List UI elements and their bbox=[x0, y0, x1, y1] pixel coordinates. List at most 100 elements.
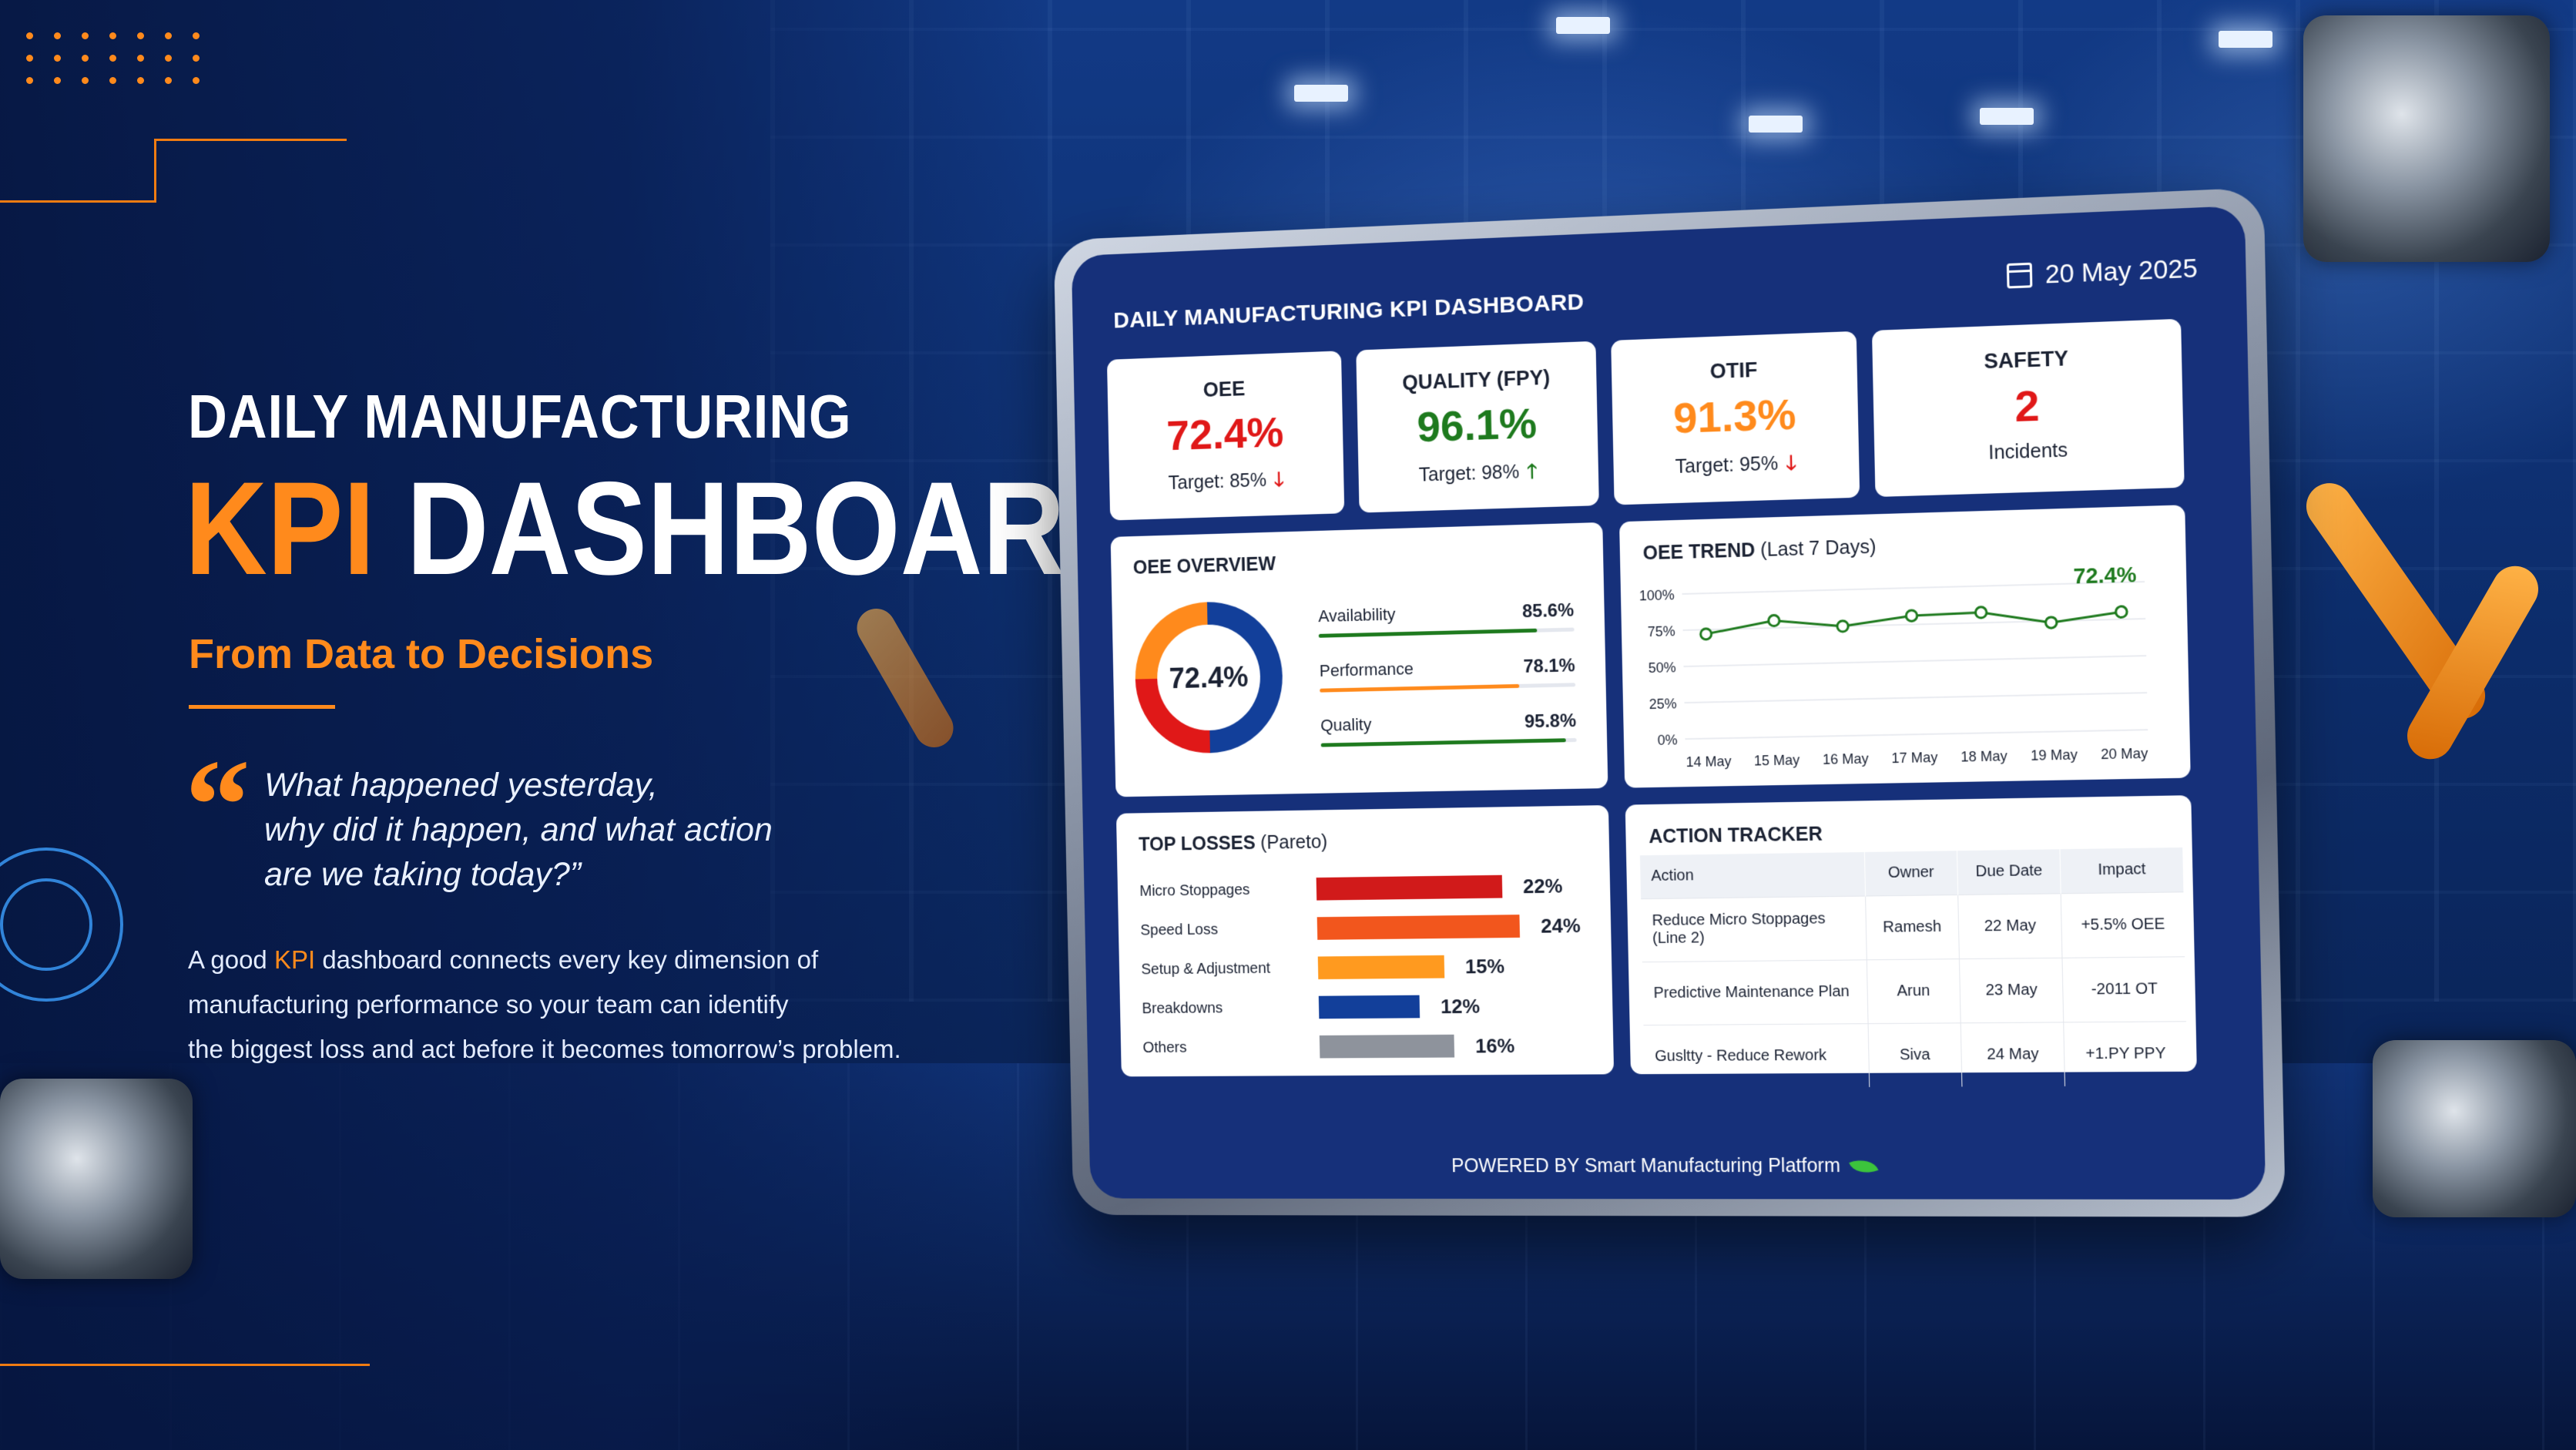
column-header[interactable]: Impact bbox=[2060, 847, 2184, 894]
x-tick-label: 17 May bbox=[1891, 750, 1938, 767]
metric-track bbox=[1318, 627, 1575, 638]
kpi-title: OTIF bbox=[1709, 357, 1758, 384]
pareto-value: 24% bbox=[1540, 913, 1581, 938]
pareto-row: Speed Loss 24% bbox=[1140, 911, 1596, 944]
ceiling-light bbox=[1556, 17, 1610, 34]
leaf-icon bbox=[1849, 1153, 1879, 1179]
pareto-row: Micro Stoppages 22% bbox=[1139, 871, 1595, 905]
pareto-bar bbox=[1317, 915, 1521, 940]
powered-by-footer: POWERED BY Smart Manufacturing Platform bbox=[1089, 1153, 2265, 1179]
kpi-target: Incidents bbox=[1987, 439, 2068, 464]
metric-value: 85.6% bbox=[1521, 599, 1575, 623]
motor-machine-image bbox=[2303, 15, 2550, 262]
pareto-bar bbox=[1316, 874, 1502, 901]
oee-overview-panel: OEE OVERVIEW 72.4% Availability 85.6% Per… bbox=[1110, 522, 1608, 797]
desc-text: the biggest loss and act before it becom… bbox=[188, 1035, 901, 1063]
cell-impact: -2011 OT bbox=[2062, 956, 2186, 1022]
action-tracker-panel: ACTION TRACKER Action Owner Due Date Imp… bbox=[1625, 795, 2197, 1089]
pareto-bar bbox=[1318, 995, 1420, 1019]
pareto-value: 22% bbox=[1522, 874, 1563, 898]
hero-divider bbox=[189, 705, 335, 709]
ceiling-light bbox=[1749, 116, 1803, 133]
grid-line bbox=[1684, 656, 2147, 666]
arrow-down-icon: 🡓 bbox=[1273, 467, 1284, 491]
cell-impact: +1.PY PPY bbox=[2064, 1021, 2188, 1086]
kpi-card-safety[interactable]: SAFETY 2 Incidents bbox=[1871, 318, 2185, 498]
x-tick-label: 19 May bbox=[2031, 747, 2078, 764]
pareto-value: 12% bbox=[1440, 994, 1481, 1018]
pareto-label: Speed Loss bbox=[1140, 921, 1219, 938]
table-row[interactable]: Reduce Micro Stoppages (Line 2) Ramesh 2… bbox=[1641, 891, 2185, 962]
dashboard-date: 20 May 2025 bbox=[2007, 253, 2198, 291]
desc-text: A good bbox=[188, 945, 274, 974]
metric-value: 95.8% bbox=[1524, 710, 1577, 733]
arrow-down-icon: 🡓 bbox=[1785, 450, 1797, 475]
x-tick-label: 15 May bbox=[1754, 752, 1800, 769]
cell-due: 24 May bbox=[1961, 1022, 2065, 1087]
metric-label: Availability bbox=[1318, 604, 1396, 626]
trend-point bbox=[1975, 607, 1987, 619]
column-header[interactable]: Action bbox=[1639, 852, 1866, 899]
date-text: 20 May 2025 bbox=[2044, 253, 2199, 289]
pareto-label: Others bbox=[1142, 1039, 1187, 1056]
kpi-target: Target: 98% 🡑 bbox=[1358, 455, 1598, 496]
trend-point bbox=[2045, 617, 2057, 629]
cell-action: Predictive Maintenance Plan bbox=[1642, 959, 1868, 1025]
panel-title: OEE TREND (Last 7 Days) bbox=[1642, 536, 1876, 566]
cell-due: 23 May bbox=[1959, 957, 2064, 1023]
ceiling-light bbox=[2219, 31, 2272, 48]
trend-point bbox=[2115, 606, 2127, 618]
desc-accent: KPI bbox=[273, 945, 316, 974]
quote-line: What happened yesterday, bbox=[264, 767, 658, 804]
table-header-row: Action Owner Due Date Impact bbox=[1639, 847, 2184, 899]
cell-owner: Ramesh bbox=[1865, 895, 1960, 960]
kpi-target-text: Target: 85% bbox=[1168, 469, 1267, 494]
kpi-title: OEE bbox=[1202, 377, 1246, 401]
footer-text: POWERED BY Smart Manufacturing Platform bbox=[1451, 1154, 1841, 1177]
column-header[interactable]: Owner bbox=[1863, 851, 1958, 896]
cell-owner: Siva bbox=[1867, 1022, 1963, 1087]
quote-line: are we taking today?” bbox=[264, 856, 582, 893]
grid-line bbox=[1685, 693, 2148, 703]
kpi-target: Target: 85% 🡓 bbox=[1109, 463, 1344, 504]
table-row[interactable]: Gusltty - Reduce Rework Siva 24 May +1.P… bbox=[1643, 1021, 2188, 1089]
oee-trend-panel: OEE TREND (Last 7 Days) 100% 75% 50% 25% 0% 1… bbox=[1619, 505, 2191, 788]
table-row[interactable]: Predictive Maintenance Plan Arun 23 May … bbox=[1642, 956, 2186, 1025]
panel-title: ACTION TRACKER bbox=[1649, 823, 1823, 848]
action-table: Action Owner Due Date Impact Reduce Micr… bbox=[1639, 847, 2188, 1089]
y-tick-label: 25% bbox=[1649, 696, 1678, 712]
pareto-value: 16% bbox=[1474, 1033, 1515, 1057]
quote-icon: “ bbox=[185, 733, 250, 878]
metric-label: Quality bbox=[1320, 714, 1372, 735]
pareto-bar bbox=[1317, 955, 1444, 980]
column-header[interactable]: Due Date bbox=[1957, 849, 2061, 895]
pareto-row: Breakdowns 12% bbox=[1142, 992, 1598, 1022]
kpi-value: 2 bbox=[2014, 381, 2041, 431]
cell-action: Gusltty - Reduce Rework bbox=[1643, 1023, 1870, 1089]
pareto-label: Breakdowns bbox=[1142, 999, 1223, 1017]
top-losses-panel: TOP LOSSES (Pareto) Micro Stoppages 22% Sp… bbox=[1115, 804, 1615, 1077]
desc-text: manufacturing performance so your team c… bbox=[188, 990, 789, 1019]
ceiling-light bbox=[1980, 108, 2034, 125]
metric-fill bbox=[1320, 683, 1519, 693]
y-tick-label: 100% bbox=[1639, 587, 1675, 604]
metric-label: Performance bbox=[1319, 659, 1414, 680]
x-tick-label: 20 May bbox=[2101, 745, 2148, 762]
cell-due: 22 May bbox=[1957, 893, 2063, 959]
kpi-card-oee[interactable]: OEE 72.4% Target: 85% 🡓 bbox=[1106, 351, 1345, 521]
hero-description: A good KPI dashboard connects every key … bbox=[188, 938, 958, 1072]
grid-line bbox=[1685, 730, 2148, 739]
quote-line: why did it happen, and what action bbox=[264, 811, 773, 848]
losses-title: TOP LOSSES bbox=[1138, 832, 1256, 856]
trend-end-label: 72.4% bbox=[2073, 562, 2137, 588]
metric-availability: Availability 85.6% bbox=[1318, 600, 1575, 638]
arrow-up-icon: 🡑 bbox=[1526, 458, 1538, 483]
panel-title: TOP LOSSES (Pareto) bbox=[1139, 831, 1328, 856]
x-tick-label: 14 May bbox=[1685, 754, 1732, 770]
hero-title-accent: KPI bbox=[185, 455, 375, 602]
kpi-card-quality[interactable]: QUALITY (FPY) 96.1% Target: 98% 🡑 bbox=[1356, 341, 1599, 513]
kpi-title: SAFETY bbox=[1984, 346, 2069, 374]
kpi-card-otif[interactable]: OTIF 91.3% Target: 95% 🡓 bbox=[1611, 331, 1860, 505]
cell-owner: Arun bbox=[1866, 958, 1961, 1024]
metric-track bbox=[1320, 737, 1577, 747]
